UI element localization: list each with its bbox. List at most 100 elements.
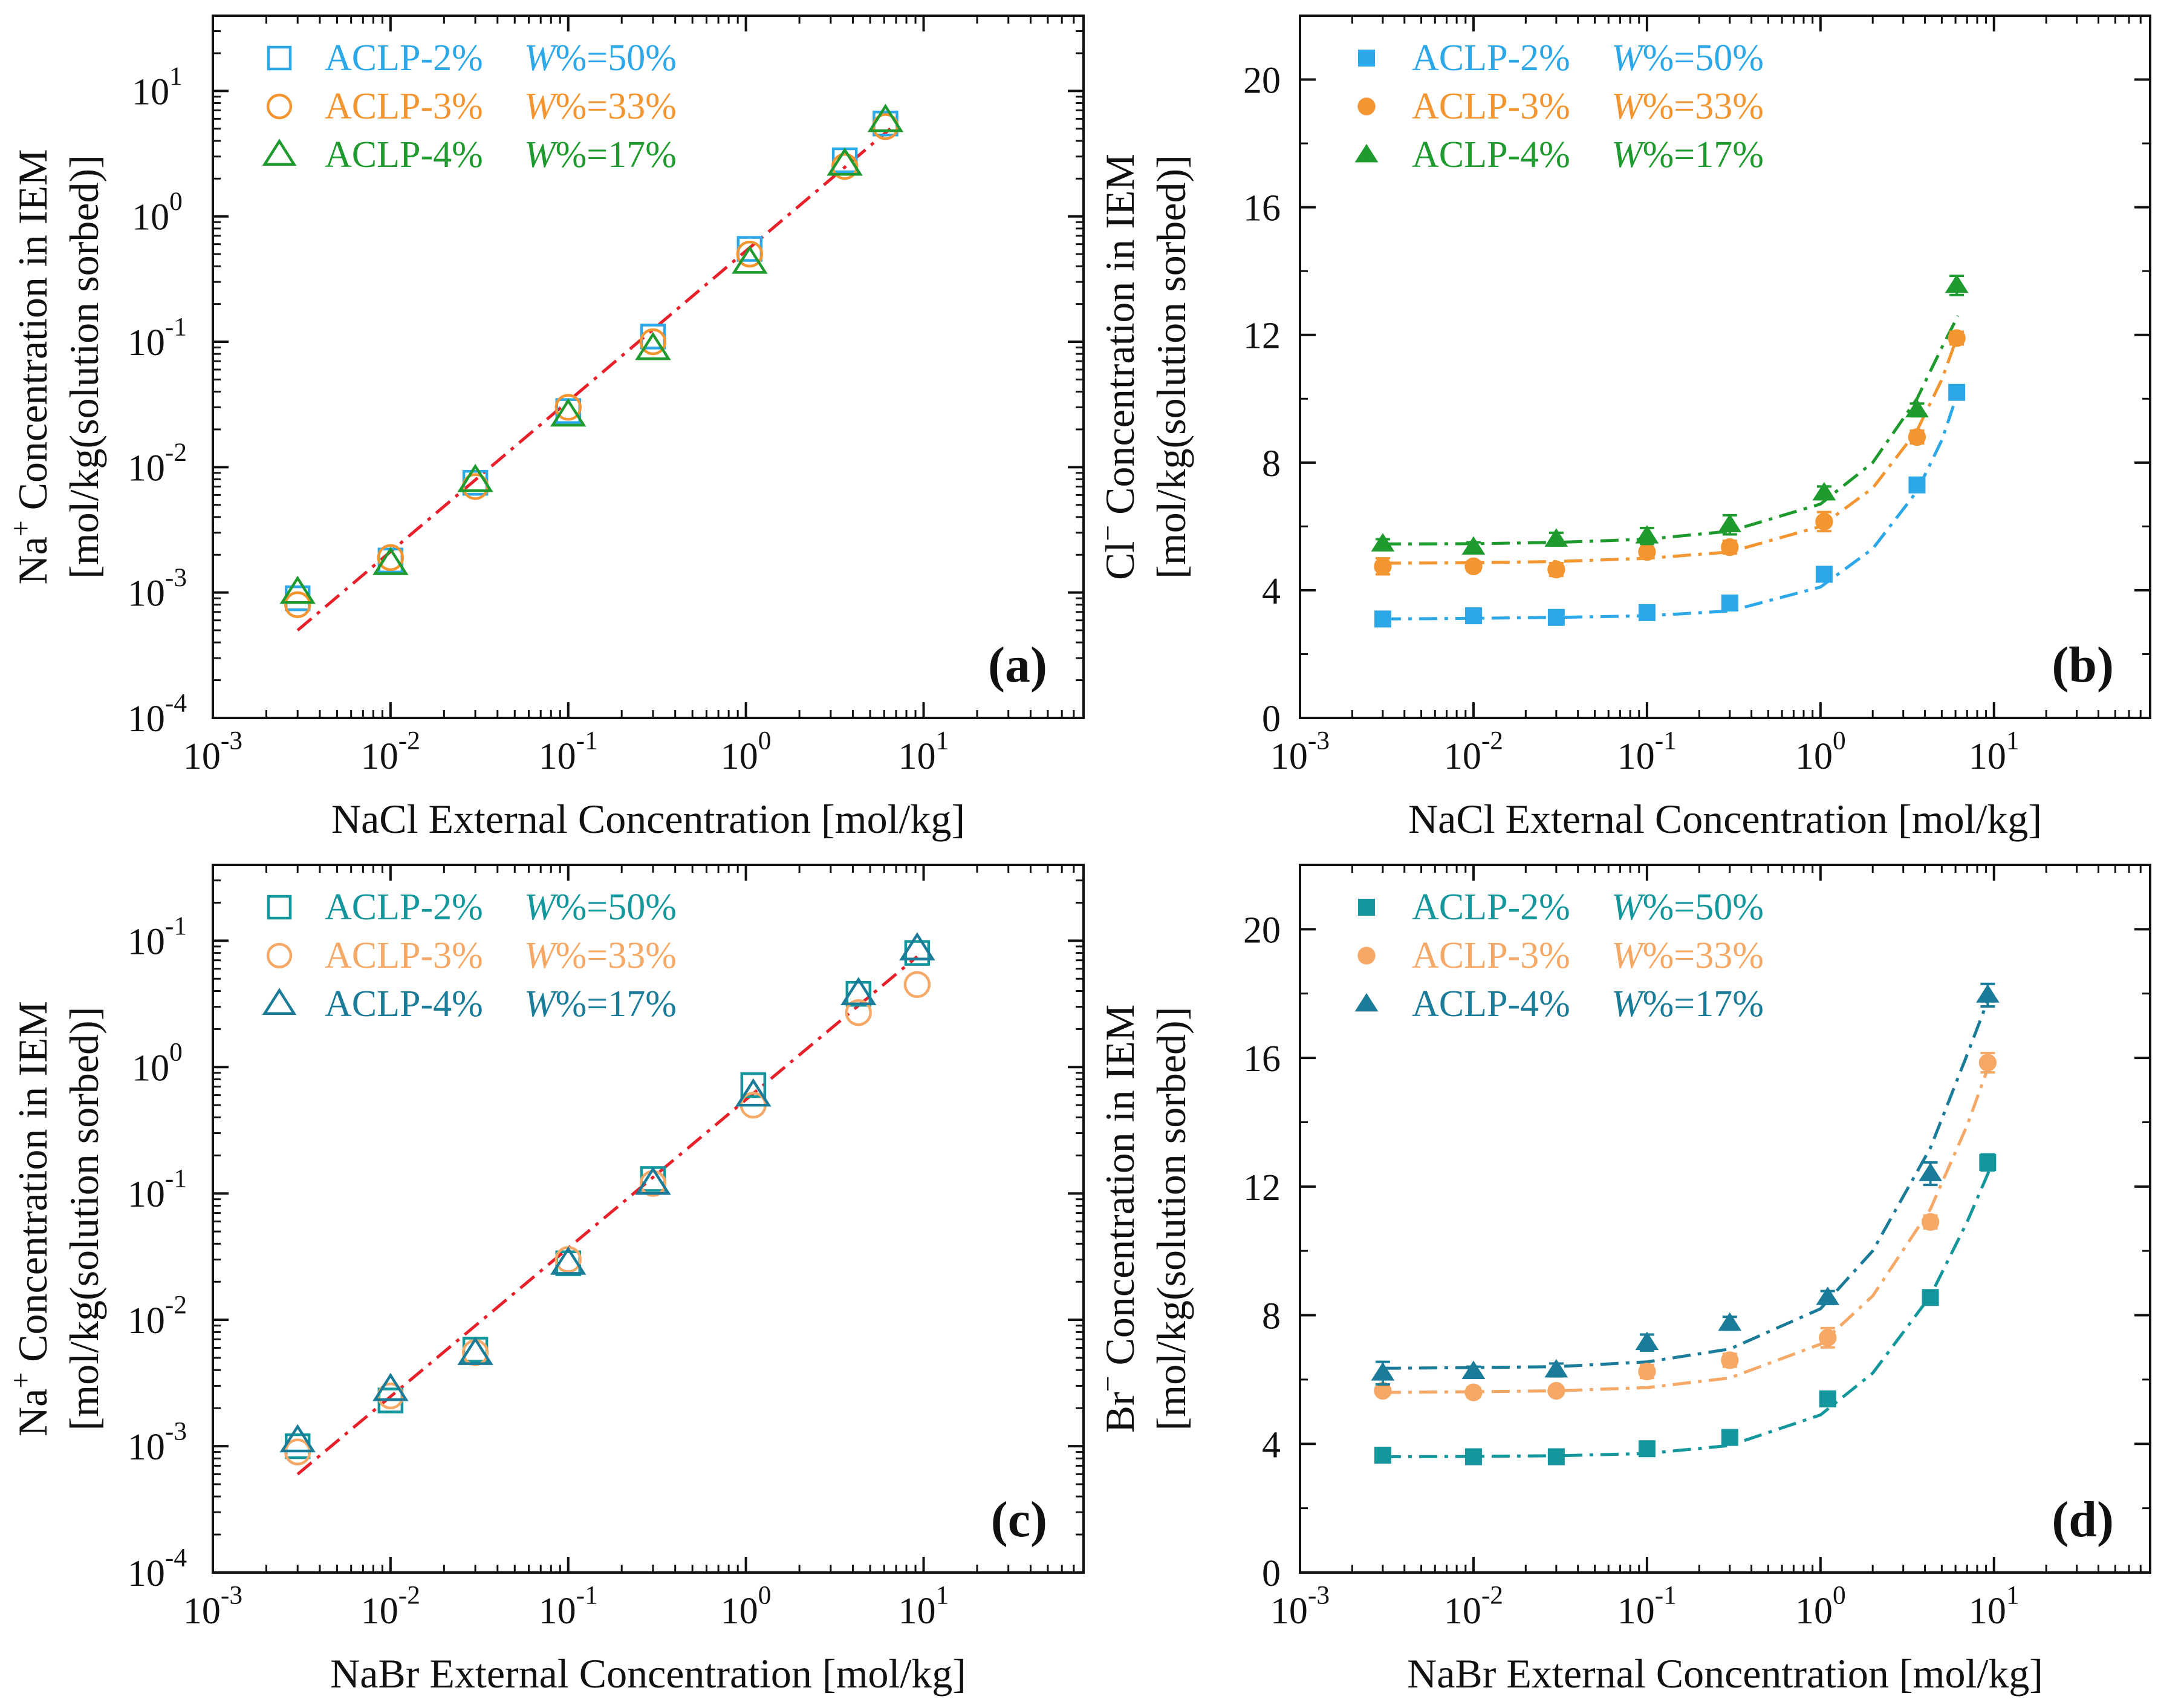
data-point [1374,610,1391,628]
data-point [1816,1286,1840,1305]
legend-marker [262,139,297,166]
data-point [1464,557,1483,575]
x-tick-label: 10-1 [539,1580,598,1632]
panel-d: 10-3 10-2 10-1 100 101 0 4 8 12 16 20 NaBr External… [1093,864,2151,1697]
data-point [1374,557,1392,575]
legend-label: ACLP-4% [325,134,483,175]
series-ACLP-4pct [1371,982,2000,1386]
fit-line [1382,391,1960,621]
panel-b: 10-3 10-2 10-1 100 101 0 4 8 12 16 20 NaCl External… [1093,15,2151,842]
y-tick-label: 10-2 [128,438,187,489]
data-point [1635,1331,1659,1351]
data-point [1919,1162,1942,1181]
panel-label: (d) [2052,1491,2114,1548]
data-point [1464,607,1482,625]
series-ACLP-3pct [1374,1052,1997,1401]
data-point [1948,329,1966,347]
data-point [1638,1362,1656,1381]
y-tick-label: 10-4 [128,688,187,740]
data-point [1464,1448,1482,1465]
x-tick-label: 101 [899,726,949,777]
x-tick-label: 10-3 [1270,726,1330,777]
legend-label: ACLP-3% [1412,86,1570,127]
y-tick-label: 16 [1243,188,1281,229]
series-ACLP-2pct [284,110,899,611]
data-point [1812,481,1836,501]
fit-line [1382,1170,1991,1458]
fit-line [296,955,918,1476]
x-axis-label: NaCl External Concentration [mol/kg] [331,796,965,842]
panel-c: 10-3 10-2 10-1 100 10110-410-310-210-110010-… [5,864,1085,1697]
legend-marker [1357,97,1376,116]
legend-label: ACLP-2% [325,887,483,928]
data-point [372,546,409,575]
data-point [840,977,877,1006]
legend-weight: W%=50% [1611,37,1764,79]
data-point [899,932,935,960]
fit-line [296,127,892,632]
data-point [1638,604,1656,621]
y-tick-label: 12 [1243,316,1281,357]
data-point [1638,543,1656,561]
y-tick-label: 4 [1262,1424,1281,1465]
x-axis-label: NaBr External Concentration [mol/kg] [1407,1651,2043,1697]
y-tick-label: 0 [1262,1553,1281,1594]
data-point [635,331,671,360]
plot-frame [1299,864,2151,1574]
data-point [1374,1446,1391,1464]
fit-line [1382,996,1991,1370]
data-point [1547,560,1565,579]
legend-weight: W%=50% [1611,887,1764,928]
data-point [740,1072,767,1098]
data-point [284,591,311,618]
x-tick-label: 10-1 [539,726,598,777]
legend-weight: W%=50% [524,887,677,928]
x-tick-label: 100 [1795,726,1846,777]
data-point [1908,428,1926,446]
data-point [377,544,405,572]
plot-frame [1299,15,2151,719]
data-point [1908,476,1926,494]
y-tick-label: 10-3 [128,563,187,615]
data-point [457,1337,493,1365]
series-ACLP-2pct [1374,1153,1997,1465]
x-tick-label: 10-2 [1444,726,1503,777]
y-tick-label: 8 [1262,443,1281,484]
data-point [827,147,863,176]
x-tick-label: 10-3 [1270,1580,1330,1632]
panel-label: (c) [991,1491,1047,1548]
y-axis-label-units: [mol/kg(solution sorbed)] [61,1007,107,1431]
data-point [1922,1289,1939,1306]
y-tick-label: 100 [132,187,183,238]
legend-weight: W%=33% [1611,86,1764,127]
data-point [903,971,931,999]
data-point [1464,1383,1483,1401]
y-axis-label-units: [mol/kg(solution sorbed)] [1148,155,1194,579]
data-point [736,240,764,268]
series-ACLP-2pct [1374,383,1966,628]
data-point [1461,1360,1486,1379]
y-tick-label: 101 [132,62,183,113]
data-point [1635,525,1659,544]
panel-label: (a) [988,637,1047,693]
data-point [1371,533,1395,552]
data-point [1905,399,1929,418]
legend-marker [266,942,293,969]
data-point [1979,1153,1997,1171]
data-point [457,463,493,492]
legend-weight: W%=17% [524,134,677,175]
data-point [1638,1440,1656,1458]
y-axis-label: Br− Concentration in IEM [1093,1005,1143,1433]
data-point [279,575,316,604]
legend-label: ACLP-3% [325,86,483,127]
data-point [1718,1312,1742,1331]
x-tick-label: 10-2 [361,1580,420,1632]
y-tick-label: 16 [1243,1038,1281,1080]
legend-label: ACLP-3% [1412,935,1570,976]
y-tick-label: 8 [1262,1296,1281,1337]
y-tick-label: 20 [1243,60,1281,102]
y-axis-label: Cl− Concentration in IEM [1093,154,1143,580]
legend-weight: W%=17% [524,983,677,1025]
legend-marker [267,895,292,920]
data-point [1544,528,1568,547]
